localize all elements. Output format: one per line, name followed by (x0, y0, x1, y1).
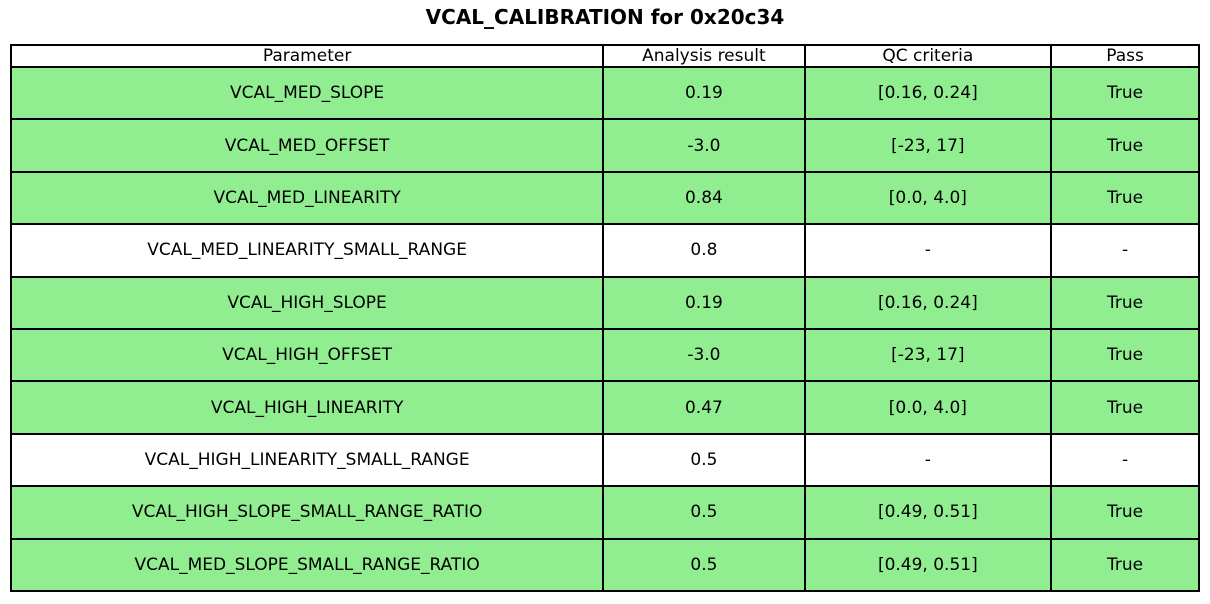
parameter-cell: VCAL_HIGH_OFFSET (9, 327, 605, 383)
analysis-result-cell: 0.19 (602, 65, 806, 121)
parameter-cell: VCAL_MED_OFFSET (9, 118, 605, 173)
table-row: VCAL_MED_SLOPE 0.19 [0.16, 0.24] True (9, 65, 1200, 121)
parameter-cell: VCAL_HIGH_SLOPE_SMALL_RANGE_RATIO (9, 485, 605, 540)
analysis-result-cell: 0.47 (602, 380, 806, 435)
table-row: VCAL_HIGH_LINEARITY_SMALL_RANGE 0.5 - - (9, 432, 1200, 488)
parameter-cell: VCAL_HIGH_LINEARITY_SMALL_RANGE (9, 432, 605, 488)
qc-criteria-cell: [0.49, 0.51] (803, 537, 1053, 593)
table-row: VCAL_MED_LINEARITY 0.84 [0.0, 4.0] True (9, 170, 1200, 226)
analysis-result-cell: 0.19 (602, 275, 806, 330)
analysis-result-cell: 0.8 (602, 223, 806, 278)
pass-cell: - (1050, 432, 1200, 488)
parameter-cell: VCAL_HIGH_LINEARITY (9, 380, 605, 435)
analysis-result-cell: -3.0 (602, 118, 806, 173)
qc-criteria-cell: [0.16, 0.24] (803, 275, 1053, 330)
table-row: VCAL_MED_LINEARITY_SMALL_RANGE 0.8 - - (9, 223, 1200, 278)
table-row: VCAL_HIGH_SLOPE 0.19 [0.16, 0.24] True (9, 275, 1200, 330)
table-row: VCAL_MED_SLOPE_SMALL_RANGE_RATIO 0.5 [0.… (9, 537, 1200, 593)
qc-criteria-cell: [0.0, 4.0] (803, 170, 1053, 226)
parameter-cell: VCAL_MED_SLOPE_SMALL_RANGE_RATIO (9, 537, 605, 593)
column-header-qc-criteria: QC criteria (803, 44, 1053, 68)
pass-cell: True (1050, 275, 1200, 330)
column-header-pass: Pass (1050, 44, 1200, 68)
qc-criteria-cell: [0.16, 0.24] (803, 65, 1053, 121)
pass-cell: True (1050, 485, 1200, 540)
analysis-result-cell: 0.84 (602, 170, 806, 226)
qc-criteria-cell: [-23, 17] (803, 118, 1053, 173)
qc-table: Parameter Analysis result QC criteria Pa… (9, 44, 1200, 593)
analysis-result-cell: 0.5 (602, 485, 806, 540)
pass-cell: True (1050, 65, 1200, 121)
pass-cell: - (1050, 223, 1200, 278)
parameter-cell: VCAL_MED_LINEARITY_SMALL_RANGE (9, 223, 605, 278)
parameter-cell: VCAL_MED_LINEARITY (9, 170, 605, 226)
pass-cell: True (1050, 118, 1200, 173)
analysis-result-cell: -3.0 (602, 327, 806, 383)
table-body: VCAL_MED_SLOPE 0.19 [0.16, 0.24] True VC… (9, 65, 1200, 593)
column-header-analysis-result: Analysis result (602, 44, 806, 68)
qc-criteria-cell: - (803, 432, 1053, 488)
pass-cell: True (1050, 327, 1200, 383)
qc-criteria-cell: [0.0, 4.0] (803, 380, 1053, 435)
pass-cell: True (1050, 380, 1200, 435)
analysis-result-cell: 0.5 (602, 432, 806, 488)
table-row: VCAL_HIGH_OFFSET -3.0 [-23, 17] True (9, 327, 1200, 383)
qc-criteria-cell: - (803, 223, 1053, 278)
table-row: VCAL_HIGH_SLOPE_SMALL_RANGE_RATIO 0.5 [0… (9, 485, 1200, 540)
page-title: VCAL_CALIBRATION for 0x20c34 (425, 5, 785, 29)
parameter-cell: VCAL_HIGH_SLOPE (9, 275, 605, 330)
table-row: VCAL_MED_OFFSET -3.0 [-23, 17] True (9, 118, 1200, 173)
qc-criteria-cell: [0.49, 0.51] (803, 485, 1053, 540)
qc-criteria-cell: [-23, 17] (803, 327, 1053, 383)
analysis-result-cell: 0.5 (602, 537, 806, 593)
pass-cell: True (1050, 537, 1200, 593)
header-row: Parameter Analysis result QC criteria Pa… (9, 44, 1200, 68)
pass-cell: True (1050, 170, 1200, 226)
column-header-parameter: Parameter (9, 44, 605, 68)
table-row: VCAL_HIGH_LINEARITY 0.47 [0.0, 4.0] True (9, 380, 1200, 435)
parameter-cell: VCAL_MED_SLOPE (9, 65, 605, 121)
